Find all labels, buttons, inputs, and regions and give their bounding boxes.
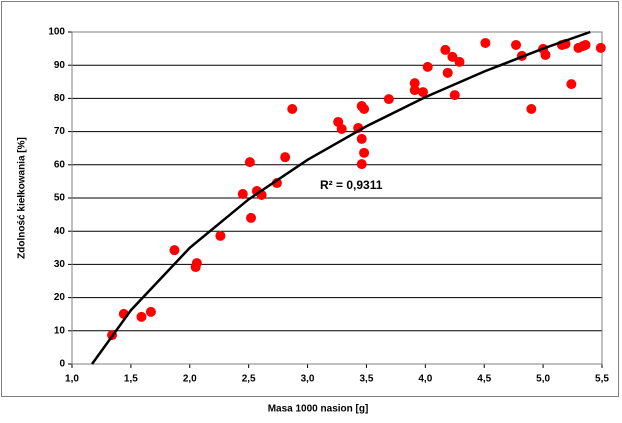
data-point	[356, 159, 367, 170]
data-point	[136, 311, 147, 322]
x-tick-label: 3,5	[359, 374, 373, 385]
data-point	[287, 104, 298, 115]
data-point	[237, 189, 248, 200]
x-tick-label: 5,0	[536, 374, 550, 385]
data-point	[383, 94, 394, 105]
data-point	[480, 37, 491, 48]
data-point	[566, 79, 577, 90]
data-point	[359, 147, 370, 158]
y-tick-label: 80	[54, 93, 66, 104]
data-point	[169, 245, 180, 256]
chart-frame	[1, 1, 619, 397]
trendline	[91, 30, 591, 365]
data-point	[540, 49, 551, 60]
data-point	[417, 87, 428, 98]
data-point	[595, 42, 606, 53]
y-tick-label: 50	[54, 193, 66, 204]
data-point	[145, 306, 156, 317]
data-point	[359, 104, 370, 115]
annotation: R² = 0,9311	[320, 178, 383, 192]
x-tick-label: 3,0	[301, 374, 315, 385]
data-point	[511, 39, 522, 50]
data-point	[580, 39, 591, 50]
y-tick-label: 40	[54, 226, 66, 237]
y-tick-label: 60	[54, 159, 66, 170]
x-tick-label: 4,5	[477, 374, 491, 385]
data-point	[409, 85, 420, 96]
data-point	[191, 258, 202, 269]
y-tick-label: 70	[54, 126, 66, 137]
y-tick-label: 100	[48, 27, 65, 38]
data-point	[454, 56, 465, 67]
x-tick-label: 2,5	[242, 374, 256, 385]
y-tick-label: 30	[54, 259, 66, 270]
plot-area	[71, 31, 603, 365]
data-point	[280, 152, 291, 163]
y-tick-label: 20	[54, 292, 66, 303]
y-tick-label: 90	[54, 60, 66, 71]
data-point	[244, 157, 255, 168]
data-point	[409, 78, 420, 89]
x-tick-label: 5,5	[595, 374, 609, 385]
data-point	[447, 51, 458, 62]
y-axis-label: Zdolność kiełkowania [%]	[17, 137, 28, 259]
data-point	[422, 61, 433, 72]
data-point	[440, 44, 451, 55]
x-axis-label: Masa 1000 nasion [g]	[268, 404, 369, 415]
x-tick-label: 4,0	[418, 374, 432, 385]
data-point	[215, 230, 226, 241]
data-point	[336, 123, 347, 134]
x-tick-label: 2,0	[183, 374, 197, 385]
data-point	[246, 212, 257, 223]
data-point	[356, 133, 367, 144]
x-tick-label: 1,0	[65, 374, 79, 385]
y-tick-label: 10	[54, 325, 66, 336]
data-point	[442, 67, 453, 78]
x-tick-label: 1,5	[124, 374, 138, 385]
data-point	[526, 104, 537, 115]
data-point	[449, 90, 460, 101]
y-tick-label: 0	[59, 359, 65, 370]
